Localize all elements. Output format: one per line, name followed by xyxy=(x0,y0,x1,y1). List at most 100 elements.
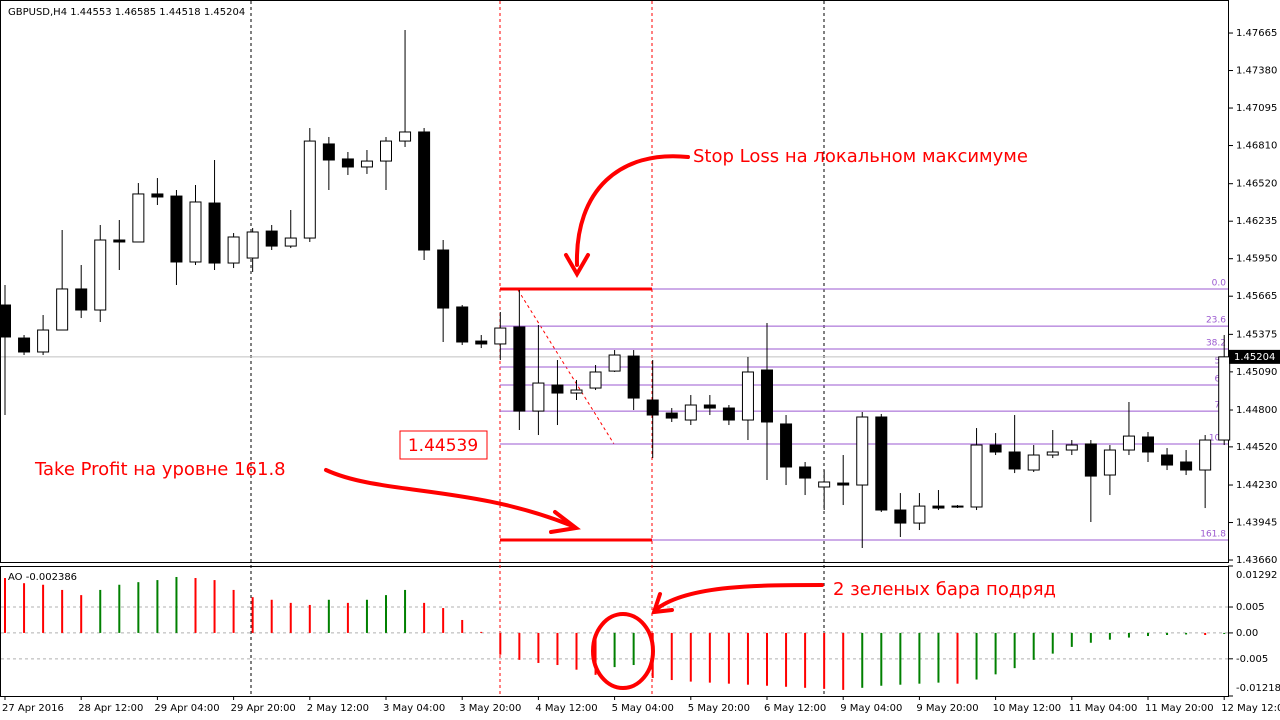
fib-label: 0.0 xyxy=(1212,278,1227,288)
candle-body xyxy=(475,340,488,345)
y-tick-label: 1.43660 xyxy=(1236,555,1277,566)
y-tick-label: 1.47380 xyxy=(1236,66,1277,77)
candle-body xyxy=(303,140,316,239)
y-tick-label: 1.45950 xyxy=(1236,254,1277,265)
candle-body xyxy=(913,505,926,524)
candle-body xyxy=(132,193,145,243)
candle-body xyxy=(589,371,602,389)
x-tick-label: 5 May 20:00 xyxy=(688,703,750,714)
x-tick-label: 9 May 04:00 xyxy=(840,703,902,714)
candle-body xyxy=(0,304,11,338)
candle-body xyxy=(456,306,469,343)
y-tick-label: 0.00 xyxy=(1236,628,1258,639)
candle-body xyxy=(113,239,126,243)
candle-body xyxy=(208,202,221,264)
arrow-head xyxy=(564,253,590,278)
candle-body xyxy=(722,407,735,421)
candle-body xyxy=(418,131,431,251)
annotation: 2 зеленых бара подряд xyxy=(833,579,1056,600)
candle-body xyxy=(380,140,392,162)
candle-body xyxy=(818,481,831,488)
candle-body xyxy=(513,326,526,412)
annotation: Stop Loss на локальном максимуме xyxy=(693,146,1028,167)
x-tick-label: 3 May 04:00 xyxy=(383,703,445,714)
x-tick-label: 2 May 12:00 xyxy=(307,703,369,714)
fib-label: 38.2 xyxy=(1206,338,1226,348)
y-tick-label: 0.01292 xyxy=(1236,570,1277,581)
indicator-title: AO -0.002386 xyxy=(8,572,77,583)
candle-body xyxy=(1180,461,1193,471)
x-tick-label: 29 Apr 04:00 xyxy=(154,703,219,714)
chart-title: GBPUSD,H4 1.44553 1.46585 1.44518 1.4520… xyxy=(8,7,245,18)
candle-body xyxy=(494,327,507,345)
fib-label: 161.8 xyxy=(1200,530,1226,540)
y-tick-label: 1.44520 xyxy=(1236,442,1277,453)
candle-body xyxy=(399,131,412,142)
candle-body xyxy=(551,384,564,394)
y-tick-label: 1.46235 xyxy=(1236,216,1277,227)
candle-body xyxy=(932,505,945,509)
candle-body xyxy=(360,160,373,168)
x-tick-label: 27 Apr 2016 xyxy=(2,703,64,714)
separators xyxy=(250,1,825,696)
candle-body xyxy=(1218,356,1231,441)
candle-body xyxy=(837,482,850,486)
y-tick-label: -0.005 xyxy=(1236,654,1268,665)
candle-body xyxy=(989,444,1002,453)
candle-body xyxy=(1084,443,1097,477)
price-panel xyxy=(0,0,1229,563)
y-tick-label: 1.45375 xyxy=(1236,329,1277,340)
x-tick-label: 29 Apr 20:00 xyxy=(231,703,296,714)
x-tick-label: 11 May 04:00 xyxy=(1069,703,1138,714)
candle-body xyxy=(627,355,640,399)
candle-body xyxy=(856,416,869,486)
x-tick-label: 11 May 20:00 xyxy=(1145,703,1214,714)
candle-body xyxy=(532,382,545,412)
fib-label: 100 xyxy=(1209,433,1226,443)
x-tick-label: 5 May 04:00 xyxy=(612,703,674,714)
candle-body xyxy=(322,143,335,161)
candle-body xyxy=(665,412,678,419)
candle-body xyxy=(246,231,259,259)
candle-body xyxy=(780,423,793,468)
y-tick-label: 1.43945 xyxy=(1236,518,1277,529)
candle-body xyxy=(741,371,754,421)
candle-body xyxy=(1046,451,1059,456)
arrow-head xyxy=(549,510,581,534)
candle-body xyxy=(1122,435,1135,451)
arrows xyxy=(324,154,824,690)
y-tick-label: 1.47095 xyxy=(1236,103,1277,114)
arrow-head xyxy=(651,592,674,615)
last-price-box xyxy=(1229,349,1280,364)
marks: 1.47665 1.47380 1.47095 1.46810 1.46520 1.462… xyxy=(0,28,1280,714)
y-tick-label: 1.45090 xyxy=(1236,367,1277,378)
candle-body xyxy=(1065,444,1078,451)
candle-body xyxy=(18,337,31,353)
y-tick-label: 1.46810 xyxy=(1236,141,1277,152)
entry-box xyxy=(399,430,488,460)
candle-body xyxy=(1008,451,1021,470)
candle-body xyxy=(437,249,450,309)
x-tick-label: 3 May 20:00 xyxy=(459,703,521,714)
candle-body xyxy=(56,288,69,331)
x-tick-label: 12 May 12:00 xyxy=(1221,703,1280,714)
candle-body xyxy=(646,399,659,416)
x-tick-label: 10 May 12:00 xyxy=(993,703,1062,714)
candle-body xyxy=(875,416,888,511)
candle-body xyxy=(703,404,716,409)
arrow xyxy=(656,583,824,610)
candle-body xyxy=(1161,454,1174,466)
candle-body xyxy=(227,236,240,264)
y-tick-label: 0.005 xyxy=(1236,602,1265,613)
candle-body xyxy=(151,193,164,198)
candle-body xyxy=(570,389,583,394)
candle-body xyxy=(951,505,964,508)
candle-body xyxy=(608,354,621,372)
y-tick-label: 1.44800 xyxy=(1236,405,1277,416)
arrow xyxy=(574,154,690,267)
arrow xyxy=(324,468,572,527)
candle-body xyxy=(1199,439,1212,471)
candle-body xyxy=(799,466,812,479)
candle-body xyxy=(265,230,278,247)
